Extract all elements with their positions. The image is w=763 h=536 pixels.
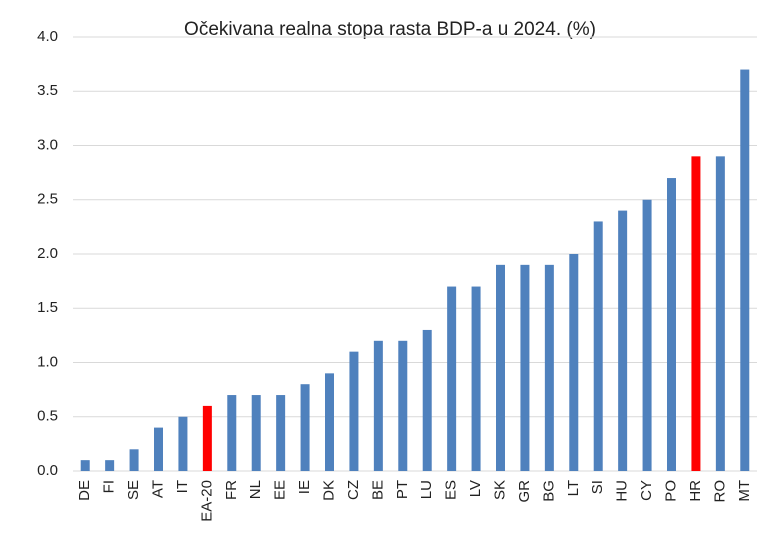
x-tick-label: CY [638, 480, 655, 501]
y-tick-label: 3.5 [37, 82, 58, 99]
bar [300, 384, 310, 471]
x-tick-label: LV [467, 480, 484, 497]
bar [471, 286, 481, 471]
x-tick-label: CZ [345, 480, 362, 500]
x-tick-label: FR [223, 480, 240, 500]
x-tick-label: BG [540, 480, 557, 502]
bar [276, 395, 286, 471]
x-tick-label: MT [736, 480, 753, 502]
x-tick-label: BE [369, 480, 386, 500]
x-tick-label: ES [443, 480, 460, 500]
bar [496, 264, 505, 471]
x-tick-label: AT [149, 480, 166, 498]
chart-title: Očekivana realna stopa rasta BDP-a u 202… [184, 19, 596, 40]
x-tick-label: PO [662, 480, 679, 502]
x-tick-label: EA-20 [198, 480, 215, 522]
x-tick-label: HU [614, 480, 631, 502]
bar [398, 340, 408, 471]
y-tick-label: 4.0 [37, 28, 58, 45]
x-tick-label: SI [589, 480, 606, 494]
bar [642, 199, 652, 471]
y-tick-label: 3.0 [37, 136, 58, 153]
bar [667, 178, 676, 472]
bar [544, 264, 554, 471]
bar [569, 254, 579, 471]
y-tick-label: 1.0 [37, 353, 58, 370]
bar [349, 351, 359, 471]
y-tick-label: 2.0 [37, 245, 58, 262]
x-tick-label: PT [394, 480, 411, 499]
x-tick-label: IE [296, 480, 313, 494]
x-tick-label: LT [565, 480, 582, 496]
bar [593, 221, 603, 471]
x-tick-label: HR [687, 480, 704, 502]
bar [373, 340, 383, 471]
x-tick-label: SE [125, 480, 142, 500]
bar [520, 264, 530, 471]
bar [422, 329, 432, 471]
bar [251, 395, 261, 471]
bar [80, 460, 90, 471]
bar [178, 416, 188, 471]
x-tick-label: NL [247, 480, 264, 499]
bar [715, 156, 725, 471]
bar [227, 395, 237, 471]
bar [447, 286, 457, 471]
bar [740, 69, 750, 472]
y-tick-label: 0.0 [37, 462, 58, 479]
x-tick-label: DK [320, 480, 337, 501]
bar [618, 210, 628, 471]
bar [691, 156, 701, 471]
x-tick-label: IT [174, 480, 191, 493]
x-tick-label: GR [516, 480, 533, 503]
x-tick-label: DE [76, 480, 93, 501]
bar [129, 449, 139, 471]
x-tick-label: RO [711, 480, 728, 503]
y-tick-label: 0.5 [37, 408, 58, 425]
bar [202, 405, 212, 471]
y-tick-label: 2.5 [37, 191, 58, 208]
bar [154, 427, 163, 471]
y-tick-label: 1.5 [37, 299, 58, 316]
x-tick-label: EE [272, 480, 289, 500]
bar [325, 373, 334, 471]
x-tick-label: LU [418, 480, 435, 499]
bar [105, 460, 115, 471]
x-tick-label: SK [491, 480, 508, 500]
x-tick-label: FI [101, 480, 118, 493]
